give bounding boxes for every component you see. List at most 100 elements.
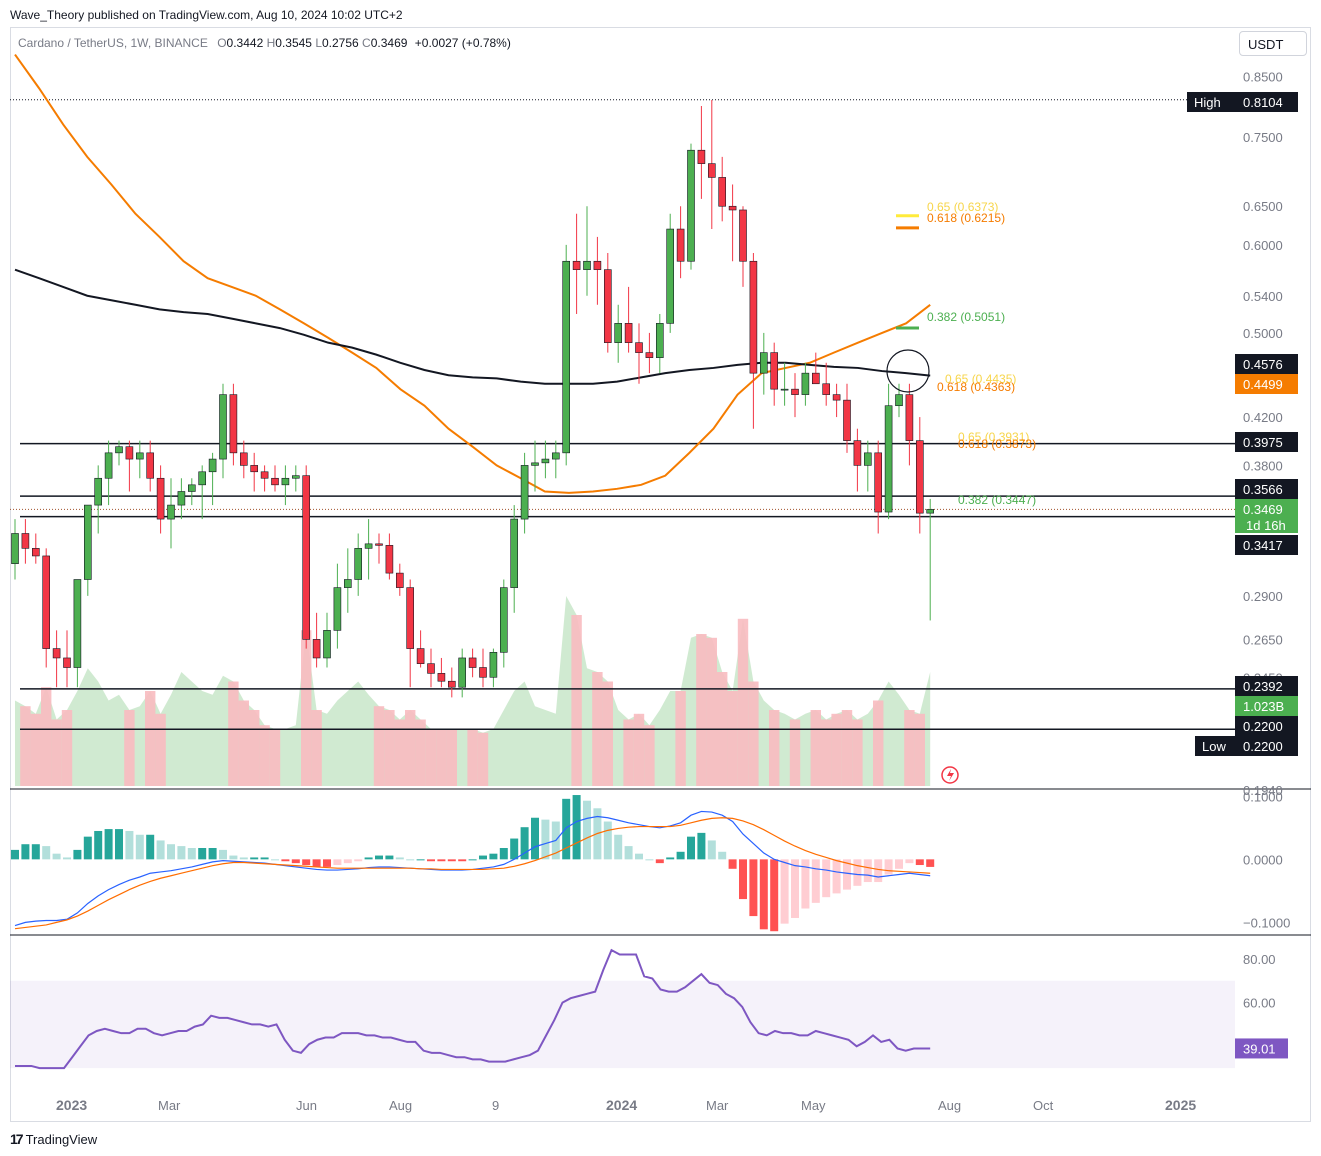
macd-histogram-bar — [843, 859, 851, 890]
rsi-band — [10, 980, 1235, 1069]
time-axis-tick: 9 — [492, 1098, 499, 1113]
macd-histogram-bar — [11, 849, 19, 860]
macd-histogram-bar — [291, 859, 300, 864]
footer-brand[interactable]: 17 TradingView — [10, 1131, 97, 1147]
candle-body — [687, 149, 695, 262]
time-axis-tick: May — [801, 1098, 826, 1113]
candle-body — [312, 639, 321, 659]
macd-histogram-bar — [52, 853, 61, 860]
candle-body — [895, 394, 903, 407]
candle-body — [343, 579, 352, 588]
lightning-icon — [941, 766, 959, 784]
volume-bar — [769, 710, 780, 786]
macd-histogram-bar — [333, 859, 342, 866]
candle-body — [229, 394, 238, 454]
candle-body — [572, 260, 581, 270]
price-axis-label — [1235, 716, 1298, 736]
candle-body — [583, 260, 591, 270]
macd-histogram-bar — [323, 859, 331, 867]
macd-histogram-bar — [707, 840, 716, 860]
macd-histogram-bar — [427, 859, 435, 862]
candle-body — [510, 518, 519, 588]
low-value: 0.2756 — [322, 36, 359, 50]
candle-body — [853, 440, 862, 466]
lightning-icon-bolt — [947, 769, 954, 781]
high-label: H — [266, 36, 276, 50]
volume-bar — [633, 713, 645, 786]
volume-bar — [436, 729, 447, 786]
candle-body — [593, 260, 602, 270]
macd-histogram-bar — [281, 859, 290, 862]
candle-body — [770, 352, 779, 390]
macd-histogram-bar — [406, 859, 415, 861]
macd-histogram-bar — [250, 857, 259, 860]
volume-bar — [269, 729, 281, 786]
candle-body — [125, 446, 134, 460]
macd-histogram-bar — [83, 836, 92, 860]
volume-bar — [706, 637, 717, 786]
volume-bar — [737, 618, 749, 786]
candle-body — [333, 587, 342, 631]
candle-body — [156, 477, 165, 520]
macd-histogram-bar — [572, 795, 581, 860]
price-axis-label-value: 0.3469 — [1243, 502, 1283, 517]
price-axis-tick: 0.3800 — [1243, 458, 1283, 473]
price-axis-tick: 0.8500 — [1243, 70, 1283, 85]
price-axis-tick: 0.4200 — [1243, 410, 1283, 425]
macd-histogram-bar — [94, 830, 103, 860]
price-axis-tick: 0.7500 — [1243, 130, 1283, 145]
time-axis-tick: 2025 — [1165, 1097, 1196, 1113]
macd-histogram-bar — [926, 859, 935, 867]
candle-body — [167, 504, 175, 520]
macd-histogram-bar — [739, 859, 747, 900]
macd-histogram-bar — [416, 859, 425, 861]
macd-histogram-bar — [385, 855, 394, 860]
macd-histogram-bar — [489, 853, 498, 860]
macd-histogram-bar — [905, 859, 914, 864]
candle-body — [375, 543, 383, 546]
price-axis-tick: 0.5400 — [1243, 289, 1283, 304]
macd-histogram-bar — [167, 844, 175, 860]
candle-body — [531, 462, 539, 466]
candle-body — [427, 663, 435, 674]
candle-body — [551, 452, 560, 460]
macd-histogram-bar — [687, 836, 695, 860]
symbol-legend[interactable]: Cardano / TetherUS, 1W, BINANCE O0.3442 … — [18, 36, 511, 50]
candle-body — [240, 452, 248, 466]
volume-bar — [748, 681, 759, 786]
volume-bar — [675, 691, 686, 786]
macd-histogram-bar — [177, 846, 186, 860]
candle-body — [42, 555, 51, 649]
macd-histogram-bar — [583, 800, 591, 860]
rsi-line — [15, 948, 931, 1070]
macd-histogram-bar — [853, 859, 862, 886]
macd-histogram-bar — [915, 859, 924, 866]
change-value: +0.0027 (+0.78%) — [414, 36, 511, 50]
price-axis-label-value: 0.8104 — [1243, 95, 1283, 110]
candle-body — [614, 323, 623, 343]
macd-histogram-bar — [135, 834, 144, 860]
price-axis-label-value: 0.3566 — [1243, 482, 1283, 497]
candle-body — [915, 440, 924, 514]
candle-body — [926, 509, 935, 514]
macd-histogram-bar — [104, 829, 113, 860]
candle-body — [385, 545, 394, 574]
macd-histogram-bar — [666, 857, 675, 860]
price-axis-tag-text: Low — [1202, 739, 1226, 754]
candle-body — [52, 648, 61, 659]
volume-bar — [831, 713, 842, 786]
price-axis-label — [1235, 676, 1298, 696]
macd-histogram-bar — [156, 840, 165, 860]
volume-bar — [311, 710, 322, 786]
price-axis-tick: 0.5000 — [1243, 326, 1283, 341]
price-axis-label — [1235, 432, 1298, 452]
price-axis-label — [1235, 92, 1298, 112]
macd-axis-tick: 0.0000 — [1243, 852, 1283, 867]
candle-body — [323, 630, 331, 659]
candle-body — [811, 372, 820, 385]
currency-button[interactable]: USDT — [1239, 31, 1307, 56]
symbol-name[interactable]: Cardano / TetherUS, 1W, BINANCE — [18, 36, 208, 50]
volume-bar — [477, 732, 489, 786]
macd-histogram-bar — [791, 859, 799, 918]
